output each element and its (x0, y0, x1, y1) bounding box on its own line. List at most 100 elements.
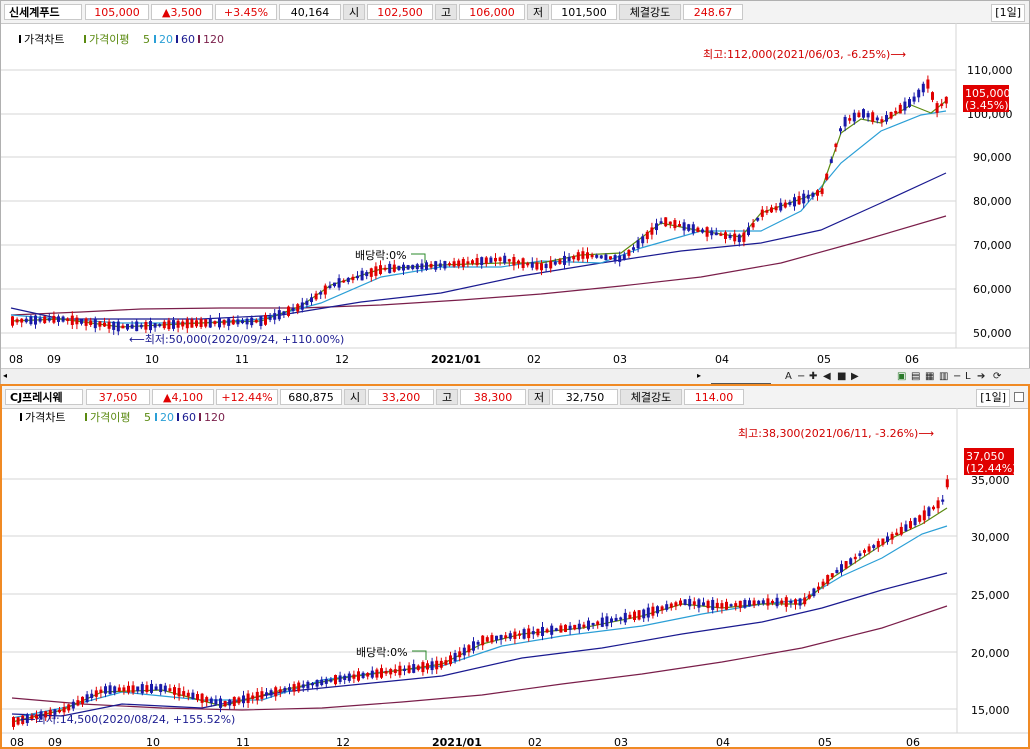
legend-marker-ma60 (177, 413, 179, 421)
candle-body (853, 556, 857, 560)
text-tool-icon[interactable]: A (785, 371, 792, 382)
candle-body (794, 599, 797, 605)
ma5-line (10, 100, 947, 328)
candle-body (503, 255, 507, 264)
candle-body (346, 277, 350, 282)
candle-body (288, 687, 291, 691)
candle-body (702, 602, 705, 606)
candle-body (913, 518, 917, 526)
candle-body (494, 257, 497, 262)
candle-body (921, 83, 925, 93)
refresh-icon[interactable]: ⟳ (993, 371, 1002, 382)
candle-body (48, 709, 52, 717)
plus-icon[interactable]: ✚ (809, 371, 818, 382)
candle-body (35, 714, 38, 719)
y-tick: 30,000 (971, 531, 1010, 544)
excel-icon[interactable]: ▣ (897, 371, 907, 382)
scale-l-icon[interactable]: L (965, 371, 971, 382)
save-icon[interactable]: ▤ (911, 371, 921, 382)
candle-body (829, 159, 833, 163)
candle-body (47, 318, 51, 321)
legend-marker-price (20, 413, 22, 421)
candle-body (416, 665, 420, 670)
candle-body (370, 670, 374, 678)
candle-body (342, 280, 346, 283)
open-label: 시 (344, 389, 366, 405)
candle-body (821, 581, 825, 586)
candle-body (526, 262, 530, 266)
candle-body (181, 321, 185, 327)
candle-body (862, 109, 865, 118)
candle-body (559, 625, 563, 633)
candle-body (43, 316, 47, 324)
play-icon[interactable]: ▶ (851, 371, 859, 382)
candle-body (867, 546, 871, 552)
zoom-slider[interactable] (711, 371, 771, 384)
candle-body (136, 686, 140, 692)
candle-body (917, 89, 921, 98)
candle-body (738, 600, 742, 608)
minus-scale-icon[interactable]: − (953, 371, 962, 382)
candle-body (761, 600, 765, 604)
candle-body (880, 119, 884, 123)
candle-body (218, 317, 221, 328)
candle-body (669, 603, 673, 608)
maximize-icon[interactable] (1014, 392, 1024, 402)
stock-name[interactable]: 신세계푸드 (4, 4, 82, 20)
candle-body (352, 674, 356, 679)
y-axis: 110,000 100,000 90,000 80,000 70,000 60,… (967, 64, 1013, 340)
candle-body (430, 661, 434, 671)
minus-icon[interactable]: − (797, 371, 806, 382)
candle-body (397, 265, 401, 271)
candle-body (75, 317, 79, 325)
price-tag-bg (964, 448, 1014, 475)
candle-body (135, 321, 139, 332)
candle-body (573, 624, 577, 630)
candle-body (94, 690, 98, 697)
candle-body (145, 685, 149, 692)
candle-body (278, 689, 282, 693)
candle-body (67, 704, 71, 711)
candle-body (242, 695, 245, 704)
chart-scrollbar[interactable]: ◂ ▸ (1, 368, 701, 384)
candle-body (204, 319, 208, 327)
candle-body (93, 318, 97, 329)
x-tick: 05 (817, 353, 831, 366)
candle-body (765, 210, 769, 213)
candle-body (241, 320, 244, 324)
rewind-icon[interactable]: ◀ (823, 371, 831, 382)
candle-body (259, 316, 263, 326)
candlestick-chart: 가격차트 가격이평 5 20 60 120 110,000 100,000 90… (1, 23, 1029, 366)
candle-body (150, 683, 153, 693)
candle-body (185, 319, 189, 329)
candle-body (415, 264, 419, 270)
stop-icon[interactable]: ■ (837, 371, 847, 382)
price-tag-price: 105,000 (965, 87, 1011, 100)
period-selector[interactable]: [1일] (991, 4, 1025, 22)
candle-body (587, 620, 590, 630)
candle-body (200, 693, 204, 703)
candle-body (420, 263, 424, 270)
candle-body (614, 617, 618, 622)
candle-body (356, 275, 359, 279)
candle-body (305, 300, 309, 306)
candle-body (411, 264, 415, 270)
candle-body (260, 691, 264, 699)
legend-marker-price (19, 35, 21, 43)
candle-body (789, 600, 793, 604)
candle-body (452, 261, 456, 267)
scroll-right-arrow[interactable]: ▸ (697, 371, 702, 380)
candle-body (734, 603, 738, 607)
candle-body (710, 230, 714, 236)
stock-name[interactable]: CJ프레시웨 (5, 389, 83, 405)
arrow-right-icon[interactable]: ➔ (977, 371, 986, 382)
scroll-left-arrow[interactable]: ◂ (3, 371, 8, 380)
period-selector[interactable]: [1일] (976, 389, 1010, 407)
candle-body (590, 254, 594, 258)
x-tick: 04 (716, 736, 730, 748)
candle-body (16, 717, 20, 725)
grid-icon[interactable]: ▦ (925, 371, 935, 382)
candle-body (816, 190, 819, 196)
settings-icon[interactable]: ▥ (939, 371, 949, 382)
candle-body (484, 257, 488, 264)
